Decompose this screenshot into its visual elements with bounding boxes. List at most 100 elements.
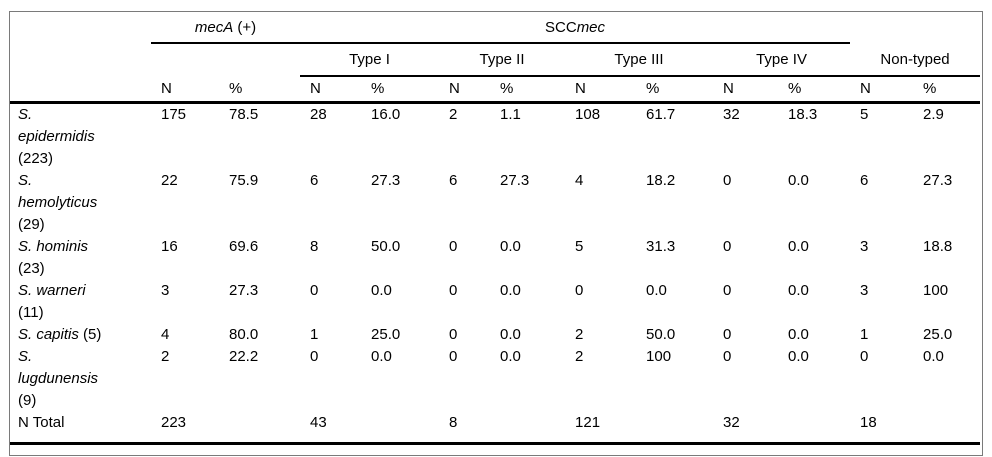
species-name-line: S. capitis (5) — [18, 324, 151, 346]
value-cell: 0 — [449, 347, 458, 365]
species-cell: S. epidermidis (223) — [10, 102, 151, 170]
species-name-line: S. warneri — [18, 280, 151, 302]
value-cell — [778, 411, 851, 445]
header-type-iii: Type III — [565, 43, 714, 77]
value-cell: 100 — [923, 281, 949, 299]
value-cell: 0.0 — [788, 281, 809, 299]
table-row: S. epidermidis (223) 175 78.5 28 16.0 2 1.1 108 61… — [10, 102, 980, 170]
value-cell: 3 — [161, 281, 170, 299]
value-cell: 0.0 — [646, 281, 667, 299]
value-cell: 2.9 — [923, 105, 944, 123]
species-name-italic: lugdunensis — [18, 369, 99, 387]
value-cell: 32 — [723, 105, 740, 123]
header-n-type-iv: N — [713, 76, 779, 104]
header-pct-non-typed: % — [913, 76, 981, 104]
table-row: N Total 223 43 8 121 32 18 — [10, 411, 981, 445]
species-name-plain: (5) — [78, 325, 102, 343]
value-cell: 0.0 — [788, 237, 809, 255]
table-frame: mecA (+) SCCmec Type I Type II Type III … — [9, 11, 983, 456]
value-cell: 32 — [713, 411, 779, 445]
header-n-type-ii: N — [439, 76, 491, 104]
value-cell: 50.0 — [646, 325, 676, 343]
spacer-cell — [151, 43, 300, 76]
value-cell: 0.0 — [500, 237, 521, 255]
species-name-line: S. hominis — [18, 236, 151, 258]
value-cell: 0 — [723, 237, 732, 255]
species-cell: S. lugdunensis (9) — [10, 346, 151, 412]
sccmec-label-prefix: SCC — [545, 18, 577, 36]
spacer-cell — [10, 43, 151, 76]
header-type-iv: Type IV — [713, 43, 851, 77]
header-row-types: Type I Type II Type III Type IV Non-type… — [10, 43, 981, 77]
value-cell: 1 — [860, 325, 869, 343]
value-cell: 3 — [860, 281, 869, 299]
value-cell — [219, 411, 301, 445]
species-name-italic: S. hominis — [18, 237, 89, 255]
value-cell: 0 — [449, 237, 458, 255]
value-cell: 6 — [449, 171, 458, 189]
species-name-line: (223) — [18, 148, 151, 170]
value-cell: 16.0 — [371, 105, 401, 123]
value-cell: 75.9 — [229, 171, 259, 189]
sccmec-label-italic: mec — [576, 18, 606, 36]
species-name-line: hemolyticus — [18, 192, 151, 214]
value-cell: 0.0 — [371, 281, 392, 299]
value-cell: 0 — [449, 281, 458, 299]
value-cell: 1.1 — [500, 105, 521, 123]
species-name-plain: (9) — [18, 391, 37, 409]
header-type-i: Type I — [300, 43, 440, 77]
header-group-sccmec: SCCmec — [300, 12, 851, 44]
species-name-line: S. — [18, 104, 151, 126]
species-name-italic: epidermidis — [18, 127, 95, 145]
value-cell: 6 — [310, 171, 319, 189]
table-body: S. epidermidis (223) 175 78.5 28 16.0 2 1.1 108 61… — [10, 102, 981, 445]
value-cell: 8 — [310, 237, 319, 255]
species-name-line: N Total — [18, 412, 151, 434]
header-n-meca: N — [151, 76, 219, 104]
value-cell: 2 — [575, 325, 584, 343]
value-cell: 0 — [449, 325, 458, 343]
table-row: S. warneri (11) 3 27.3 0 0.0 0 0.0 0 0.0 0 0.0 3 100 — [10, 280, 980, 324]
value-cell: 0.0 — [923, 347, 944, 365]
value-cell: 6 — [860, 171, 869, 189]
header-pct-type-iv: % — [778, 76, 851, 104]
header-row-groups: mecA (+) SCCmec — [10, 12, 980, 44]
value-cell: 0 — [860, 347, 869, 365]
value-cell: 22.2 — [229, 347, 259, 365]
header-n-type-iii: N — [565, 76, 637, 104]
species-cell: S. hemolyticus (29) — [10, 170, 151, 236]
value-cell: 108 — [575, 105, 601, 123]
header-group-empty-cell — [850, 12, 980, 43]
value-cell: 4 — [575, 171, 584, 189]
species-name-plain: N Total — [18, 413, 65, 431]
value-cell: 61.7 — [646, 105, 676, 123]
value-cell: 0 — [310, 281, 319, 299]
species-name-line: (9) — [18, 390, 151, 412]
value-cell: 0 — [575, 281, 584, 299]
value-cell: 16 — [161, 237, 178, 255]
value-cell — [361, 411, 440, 445]
value-cell: 1 — [310, 325, 319, 343]
value-cell: 0 — [723, 347, 732, 365]
value-cell: 27.3 — [500, 171, 530, 189]
species-name-italic: S. capitis — [18, 325, 79, 343]
species-name-italic: S. — [18, 171, 33, 189]
value-cell: 2 — [161, 347, 170, 365]
value-cell: 18.8 — [923, 237, 953, 255]
species-name-plain: (223) — [18, 149, 54, 167]
value-cell: 0 — [310, 347, 319, 365]
value-cell: 121 — [565, 411, 637, 445]
meca-label-italic: mecA — [194, 18, 234, 36]
spacer-cell — [10, 76, 151, 104]
value-cell: 25.0 — [923, 325, 953, 343]
header-row-measures: N % N % N % N % N % N % — [10, 76, 981, 104]
value-cell: 31.3 — [646, 237, 676, 255]
corner-spacer-cell — [10, 12, 151, 43]
species-cell: S. hominis (23) — [10, 236, 151, 280]
value-cell: 43 — [300, 411, 362, 445]
value-cell: 0.0 — [500, 281, 521, 299]
species-name-italic: S. — [18, 105, 33, 123]
value-cell: 100 — [646, 347, 672, 365]
header-non-typed: Non-typed — [850, 43, 981, 77]
value-cell: 5 — [860, 105, 869, 123]
